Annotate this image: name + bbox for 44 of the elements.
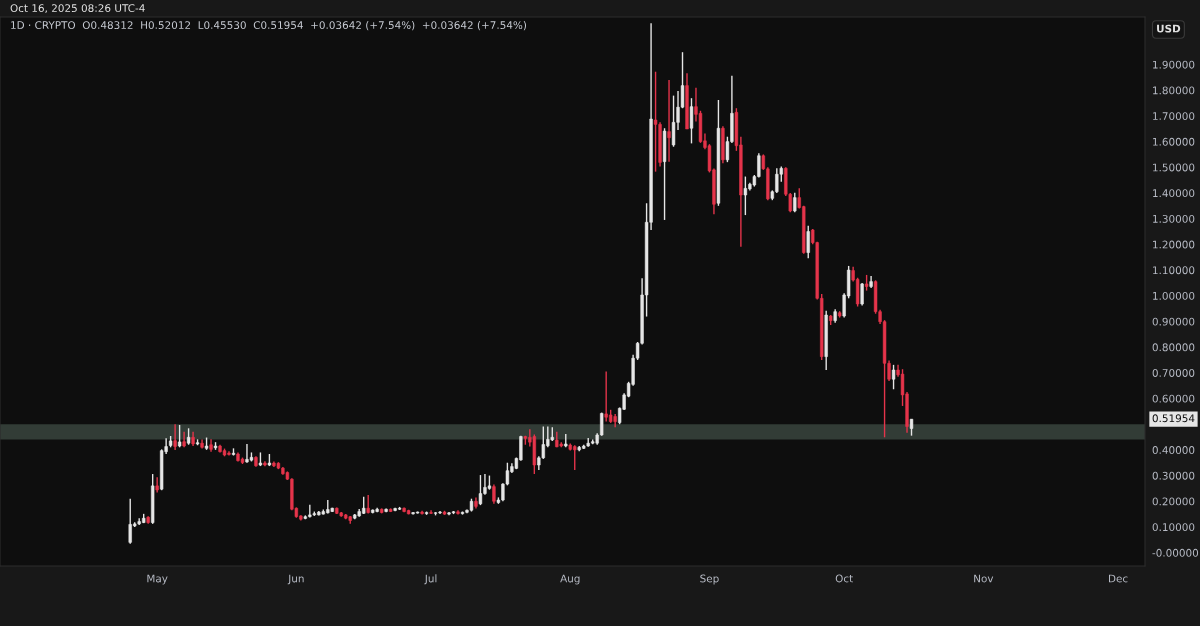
x-tick-label: Sep (700, 574, 719, 585)
y-tick-label: 1.30000 (1153, 214, 1195, 223)
candlestick (743, 175, 748, 216)
y-tick-label: 0.90000 (1152, 317, 1195, 326)
y-tick-label: 0.20000 (1152, 497, 1195, 506)
y-tick-label: 0.40000 (1152, 446, 1195, 454)
y-axis-title: USD (1157, 24, 1181, 33)
y-tick-label: 0.60000 (1152, 394, 1195, 403)
chart-title: 1D · CRYPTO O0.48312 H0.52012 L0.45530 C0.51954 +0.03642 (+7.54%) +0.03642 (+7.54%) (11, 20, 527, 31)
candlestick (891, 364, 896, 390)
x-tick-label: Dec (1109, 574, 1128, 583)
candlestick (245, 443, 249, 464)
y-tick-label: 1.60000 (1153, 137, 1195, 146)
y-tick-label: 1.90000 (1153, 60, 1195, 69)
candlestick (667, 79, 671, 163)
candlestick (173, 423, 177, 451)
y-tick-label: 0.70000 (1152, 369, 1195, 377)
y-tick-label: 0.80000 (1152, 343, 1195, 352)
y-tick-label: 1.40000 (1153, 189, 1195, 198)
candlestick (478, 474, 483, 506)
y-tick-label: 1.50000 (1153, 163, 1195, 172)
y-tick-label: -0.00000 (1152, 548, 1199, 557)
text: Oct 16, 2025 08:26 UTC-4 (10, 4, 145, 14)
candlestick (671, 94, 676, 148)
x-tick-label: Jul (424, 574, 437, 585)
y-tick-label: 1.20000 (1153, 240, 1195, 249)
y-tick-label: 1.10000 (1153, 266, 1195, 275)
x-tick-label: Oct (835, 574, 853, 583)
candlestick (806, 225, 810, 259)
y-tick-label: 1.70000 (1153, 112, 1195, 121)
y-tick-label: 1.80000 (1153, 86, 1195, 95)
x-tick-label: May (147, 574, 168, 585)
y-tick-label: 0.30000 (1152, 471, 1195, 480)
candlestick (689, 97, 694, 145)
text: 0.51954 (1152, 414, 1195, 423)
candlestick (155, 476, 159, 494)
y-tick-label: 1.00000 (1153, 291, 1195, 300)
candlestick (492, 483, 496, 505)
x-tick-label: Nov (974, 574, 994, 583)
candlestick (653, 71, 658, 173)
y-tick-label: 0.10000 (1152, 523, 1195, 532)
x-tick-label: Aug (560, 574, 580, 585)
x-tick-label: Jun (287, 574, 304, 585)
candlestick (366, 494, 370, 515)
